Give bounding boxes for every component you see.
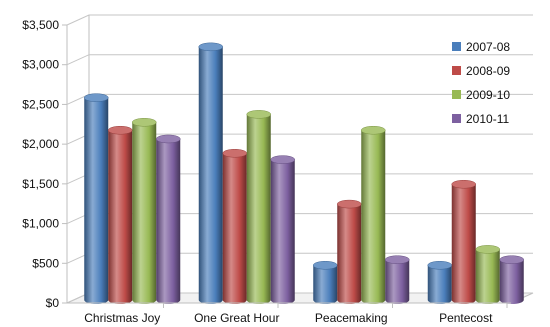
legend-label: 2009-10: [466, 88, 510, 102]
gridline: [66, 14, 533, 26]
legend-swatch: [452, 114, 461, 123]
y-axis: $0 $500 $1,000 $1,500 $2,000 $2,500 $3,000 $3,5…: [22, 18, 67, 310]
bar-2009-10-one-great-hour: [246, 110, 271, 304]
bar-top: [337, 199, 362, 209]
bar-2008-09-pentecost: [451, 179, 476, 304]
bar-top: [427, 261, 452, 270]
bar-top: [132, 118, 157, 127]
bar-top: [451, 179, 476, 189]
x-tick-label: One Great Hour: [194, 311, 279, 325]
bar-body: [385, 259, 410, 304]
bar-top: [246, 110, 271, 119]
legend-item: 2009-10: [452, 88, 510, 102]
legend: 2007-08 2008-09 2009-10 2010-11: [452, 40, 510, 126]
bar-body: [132, 122, 157, 305]
bar-body: [198, 46, 223, 304]
y-tick-label: $1,000: [22, 217, 59, 231]
bar-2010-11-pentecost: [499, 255, 524, 304]
legend-swatch: [452, 42, 461, 51]
y-tick-label: $1,500: [22, 177, 59, 191]
bar-top: [270, 155, 295, 164]
bar-2008-09-peacemaking: [337, 199, 362, 304]
bar-body: [246, 114, 271, 304]
bar-top: [84, 93, 109, 102]
gridline: [66, 54, 533, 66]
bar-2008-09-christmas-joy: [108, 125, 133, 304]
legend-item: 2010-11: [452, 112, 509, 126]
bar-2007-08-christmas-joy: [84, 93, 109, 304]
y-tick-label: $2,500: [22, 97, 59, 111]
bar-body: [222, 153, 247, 304]
y-tick-label: $0: [46, 296, 60, 310]
bar-body: [108, 130, 133, 304]
bar-body: [427, 265, 452, 304]
y-tick-label: $2,000: [22, 137, 59, 151]
bar-top: [108, 125, 133, 135]
legend-swatch: [452, 90, 461, 99]
bar-2010-11-peacemaking: [385, 255, 410, 304]
x-axis: Christmas Joy One Great Hour Peacemaking Pe…: [67, 302, 511, 325]
bar-body: [270, 159, 295, 304]
y-tick-label: $3,000: [22, 58, 59, 72]
bar-2008-09-one-great-hour: [222, 149, 247, 304]
x-tick-label: Pentecost: [439, 311, 493, 325]
bar-body: [337, 204, 362, 304]
bar-2009-10-pentecost: [475, 245, 500, 304]
x-tick-label: Christmas Joy: [84, 311, 160, 325]
bar-2009-10-christmas-joy: [132, 118, 157, 305]
bar-body: [313, 265, 338, 304]
bar-top: [361, 125, 386, 135]
bar-body: [475, 249, 500, 304]
bar-top: [499, 255, 524, 264]
y-tick-label: $500: [32, 256, 59, 270]
legend-item: 2007-08: [452, 40, 510, 54]
bar-2010-11-one-great-hour: [270, 155, 295, 304]
bar-body: [451, 184, 476, 304]
y-tick-label: $3,500: [22, 18, 59, 32]
bar-top: [156, 134, 181, 144]
bar-2009-10-peacemaking: [361, 125, 386, 304]
bar-top: [475, 245, 500, 254]
bar-2007-08-pentecost: [427, 261, 452, 304]
bar-2007-08-peacemaking: [313, 261, 338, 304]
legend-label: 2008-09: [466, 64, 510, 78]
bar-body: [361, 130, 386, 304]
bar-top: [222, 149, 247, 158]
bar-2010-11-christmas-joy: [156, 134, 181, 304]
bars: [84, 42, 524, 305]
bar-2007-08-one-great-hour: [198, 42, 223, 304]
legend-item: 2008-09: [452, 64, 510, 78]
bar-top: [198, 42, 223, 52]
bar-body: [499, 259, 524, 304]
bar-body: [84, 97, 109, 304]
bar-body: [156, 138, 181, 304]
bar-top: [313, 261, 338, 270]
legend-label: 2007-08: [466, 40, 510, 54]
x-tick-label: Peacemaking: [315, 311, 388, 325]
legend-label: 2010-11: [466, 112, 509, 126]
legend-swatch: [452, 66, 461, 75]
bar-top: [385, 255, 410, 264]
